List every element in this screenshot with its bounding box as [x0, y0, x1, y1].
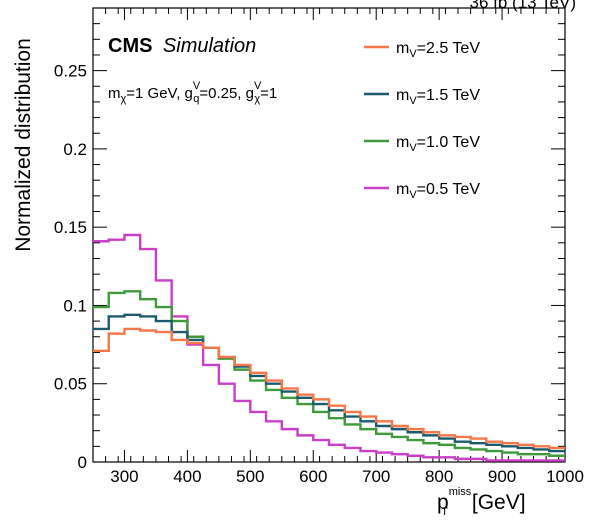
param-gchi-sup: V [254, 80, 262, 92]
x-tick-label: 300 [110, 467, 138, 486]
x-tick-label: 500 [236, 467, 264, 486]
param-mchi: m [108, 85, 121, 102]
param-gchi-val: =1 [260, 85, 277, 102]
y-tick-label: 0.2 [63, 140, 87, 159]
cms-header: CMS Simulation [108, 35, 256, 57]
legend-entry: mV=2.5 TeV [396, 40, 480, 60]
model-params: mχ=1 GeV, gV q=0.25, gV χ=1 [108, 80, 277, 105]
y-tick-label: 0.15 [54, 218, 87, 237]
series-lines [93, 233, 565, 462]
xlabel-sup: miss [449, 486, 472, 498]
legend: mV=2.5 TeV mV=1.5 TeV mV=1.0 TeV mV=0.5 TeV [364, 40, 480, 201]
param-gq-sup: V [193, 80, 201, 92]
x-tick-label: 400 [173, 467, 201, 486]
param-gq: g [185, 85, 193, 102]
xlabel-sub: T [441, 506, 448, 518]
xlabel-unit: [GeV] [466, 491, 526, 514]
y-axis-title: Normalized distribution [12, 38, 35, 252]
lumi-label: 36 fb (13 TeV) [470, 0, 576, 12]
y-tick-label: 0 [78, 453, 87, 472]
y-tick-label: 0.1 [63, 296, 87, 315]
param-gchi: g [246, 85, 254, 102]
legend-entry: mV=1.5 TeV [396, 87, 480, 107]
series-1.0-tev [93, 290, 565, 457]
xlabel-p: p [437, 491, 449, 514]
cms-label: CMS [108, 35, 152, 57]
legend-entry: mV=0.5 TeV [396, 181, 480, 201]
x-tick-label: 900 [488, 467, 516, 486]
y-tick-label: 0.25 [54, 62, 87, 81]
plot-frame [92, 7, 566, 463]
x-axis-title: pmiss T [GeV] [437, 486, 526, 518]
axis-ticks: 300 400 500 600 700 800 900 1000 0 0.05 0.1 0.15 0.2… [54, 7, 584, 486]
x-tick-label: 1000 [546, 467, 584, 486]
legend-entry: mV=1.0 TeV [396, 134, 480, 154]
x-tick-label: 800 [425, 467, 453, 486]
param-gq-val: =0.25, [199, 85, 245, 102]
simulation-label: Simulation [163, 35, 256, 57]
series-0.5-tev [93, 233, 565, 462]
x-tick-label: 600 [299, 467, 327, 486]
series-1.5-tev [93, 313, 565, 453]
param-gchi-sub: χ [254, 93, 260, 105]
y-tick-label: 0.05 [54, 375, 87, 394]
param-mchi-sub: χ [121, 93, 127, 105]
x-tick-label: 700 [362, 467, 390, 486]
series-2.5-tev [93, 327, 565, 450]
param-mchi-val: =1 GeV, [126, 85, 184, 102]
param-gq-sub: q [193, 93, 199, 105]
